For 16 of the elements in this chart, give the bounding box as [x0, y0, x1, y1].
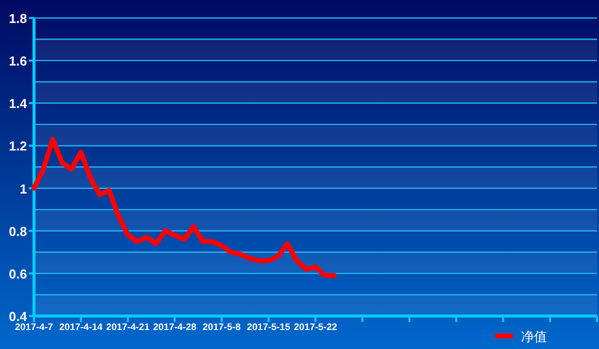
- x-tick-label: 2017-5-15: [246, 322, 291, 333]
- x-tick-label: 2017-4-7: [14, 322, 54, 333]
- y-tick-label: 1.4: [8, 96, 28, 112]
- y-tick-label: 0.8: [8, 224, 27, 239]
- x-tick-label: 2017-5-8: [202, 322, 241, 333]
- y-tick-label: 1.8: [8, 11, 27, 26]
- x-tick-label: 2017-5-22: [294, 322, 338, 333]
- x-tick-label: 2017-4-14: [59, 322, 104, 333]
- y-tick-label: 1: [20, 181, 27, 196]
- y-tick-label: 1.2: [8, 138, 27, 154]
- y-tick-label: 1.6: [8, 54, 27, 69]
- legend-label: 净值: [521, 330, 547, 345]
- x-tick-label: 2017-4-21: [106, 322, 150, 333]
- x-tick-label: 2017-4-28: [153, 322, 196, 333]
- y-tick-label: 0.6: [8, 266, 27, 282]
- y-tick-label: 0.4: [8, 309, 28, 324]
